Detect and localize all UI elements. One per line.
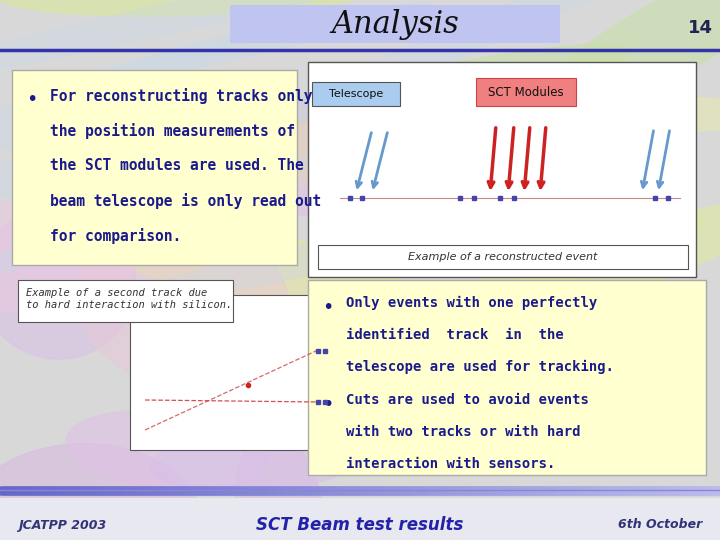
Ellipse shape <box>0 0 407 16</box>
Ellipse shape <box>235 431 325 540</box>
Text: SCT Modules: SCT Modules <box>488 85 564 98</box>
Text: Analysis: Analysis <box>331 9 459 39</box>
Ellipse shape <box>371 122 589 179</box>
Ellipse shape <box>102 110 239 210</box>
Text: •: • <box>26 90 37 109</box>
Ellipse shape <box>156 98 457 195</box>
Text: for comparison.: for comparison. <box>50 228 181 244</box>
Text: Only events with one perfectly: Only events with one perfectly <box>346 296 598 310</box>
Text: identified  track  in  the: identified track in the <box>346 328 564 342</box>
Text: •: • <box>322 395 333 414</box>
Ellipse shape <box>104 199 559 308</box>
Bar <box>130 295 335 450</box>
Bar <box>476 78 576 106</box>
Ellipse shape <box>0 0 479 85</box>
Ellipse shape <box>0 201 133 313</box>
Bar <box>18 280 233 322</box>
Text: Telescope: Telescope <box>329 89 383 99</box>
Text: telescope are used for tracking.: telescope are used for tracking. <box>346 360 614 374</box>
Ellipse shape <box>0 206 136 359</box>
Ellipse shape <box>525 0 720 123</box>
Text: 14: 14 <box>688 19 713 37</box>
Ellipse shape <box>290 352 379 449</box>
Text: Example of a second track due
to hard interaction with silicon.: Example of a second track due to hard in… <box>26 288 233 309</box>
Text: beam telescope is only read out: beam telescope is only read out <box>50 193 321 209</box>
Ellipse shape <box>230 68 610 173</box>
Text: Example of a reconstructed event: Example of a reconstructed event <box>408 252 598 262</box>
Bar <box>12 70 297 265</box>
Ellipse shape <box>76 220 403 304</box>
Bar <box>318 245 688 269</box>
Text: interaction with sensors.: interaction with sensors. <box>346 457 555 471</box>
Text: Cuts are used to avoid events: Cuts are used to avoid events <box>346 393 589 407</box>
Text: JCATPP 2003: JCATPP 2003 <box>18 518 107 531</box>
Ellipse shape <box>0 142 364 384</box>
Bar <box>308 280 706 475</box>
Ellipse shape <box>66 410 267 491</box>
Ellipse shape <box>0 0 178 108</box>
Ellipse shape <box>238 0 692 136</box>
Ellipse shape <box>379 298 646 362</box>
Ellipse shape <box>0 120 263 225</box>
Bar <box>0 498 720 540</box>
Text: 6th October: 6th October <box>618 518 702 531</box>
Ellipse shape <box>77 219 289 386</box>
Ellipse shape <box>0 30 256 289</box>
Ellipse shape <box>28 2 432 97</box>
Ellipse shape <box>404 219 702 324</box>
Bar <box>312 82 400 106</box>
Ellipse shape <box>241 45 630 138</box>
Text: SCT Beam test results: SCT Beam test results <box>256 516 464 534</box>
Text: the SCT modules are used. The: the SCT modules are used. The <box>50 158 304 173</box>
Ellipse shape <box>496 202 720 313</box>
Ellipse shape <box>0 444 202 540</box>
Ellipse shape <box>338 96 720 135</box>
Bar <box>308 62 696 277</box>
Text: with two tracks or with hard: with two tracks or with hard <box>346 425 580 439</box>
Ellipse shape <box>150 430 359 492</box>
Bar <box>230 5 560 43</box>
Text: •: • <box>322 298 333 317</box>
Text: For reconstructing tracks only: For reconstructing tracks only <box>50 88 312 104</box>
Ellipse shape <box>228 100 361 215</box>
Ellipse shape <box>60 107 478 211</box>
Text: the position measurements of: the position measurements of <box>50 123 295 139</box>
